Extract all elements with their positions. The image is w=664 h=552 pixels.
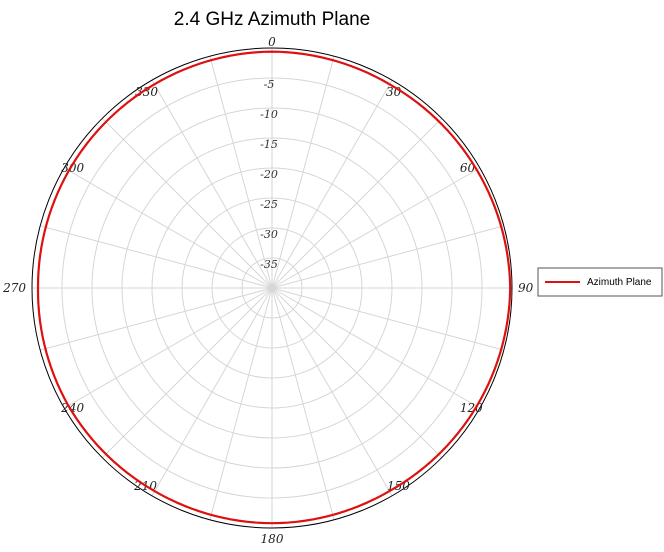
radial-tick-labels: -5 -10 -15 -20 -25 -30 -35 <box>260 78 278 271</box>
angle-tick-label: 270 <box>2 281 26 295</box>
grid-ring <box>91 107 453 469</box>
outer-ring <box>31 47 513 529</box>
grid-ring <box>181 197 363 379</box>
grid-ring <box>151 167 393 409</box>
angle-tick-label: 90 <box>518 281 534 295</box>
angle-tick-label: 60 <box>460 161 476 175</box>
radial-tick-label: -10 <box>260 108 278 121</box>
angle-tick-label: 180 <box>261 532 284 546</box>
radial-tick-label: -5 <box>264 78 275 91</box>
legend: Azimuth Plane <box>537 267 663 297</box>
radial-tick-label: -30 <box>260 228 278 241</box>
legend-label-azimuth-plane: Azimuth Plane <box>587 277 652 288</box>
angle-tick-label: 240 <box>60 401 84 415</box>
angle-tick-label: 330 <box>135 85 158 99</box>
series-line-azimuth-plane <box>36 50 512 525</box>
chart-title: 2.4 GHz Azimuth Plane <box>174 9 370 30</box>
grid-ring <box>241 257 303 319</box>
grid-ring <box>121 137 423 439</box>
grid-ring <box>61 77 483 499</box>
grid-ring <box>211 227 333 349</box>
radial-tick-label: -15 <box>260 138 278 151</box>
angle-tick-label: 300 <box>61 161 84 175</box>
angle-tick-label: 0 <box>268 35 276 49</box>
polar-grid <box>31 47 513 529</box>
radial-tick-label: -35 <box>260 258 278 271</box>
radial-tick-label: -20 <box>260 168 278 181</box>
series-layer <box>36 50 512 525</box>
radial-tick-label: -25 <box>260 198 278 211</box>
